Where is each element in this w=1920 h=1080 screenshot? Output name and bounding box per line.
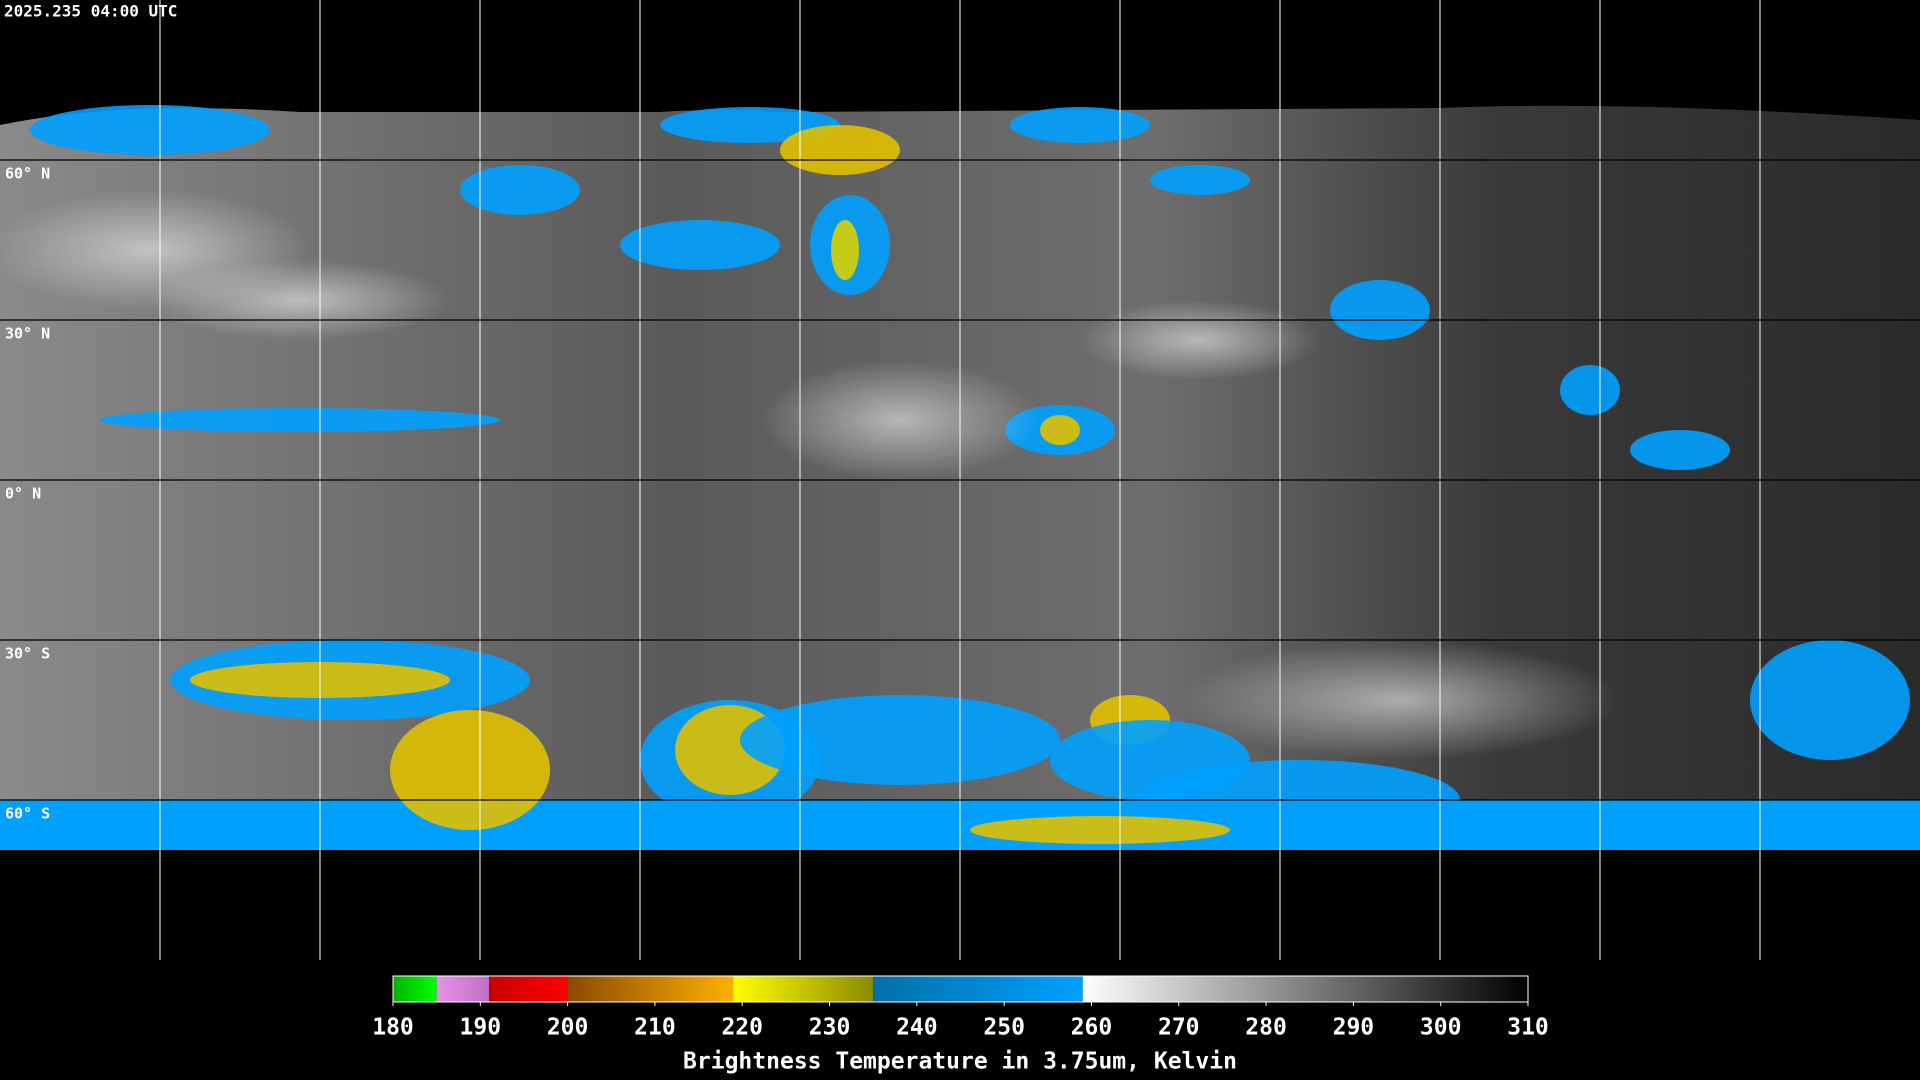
- colorbar-tick-label: 290: [1333, 1015, 1375, 1041]
- latitude-label: 30° S: [5, 645, 50, 663]
- cloud-blob: [1560, 365, 1620, 415]
- colorbar-segment: [733, 976, 874, 1002]
- colorbar-segment: [567, 976, 734, 1002]
- colorbar-segment: [489, 976, 568, 1002]
- latitude-label: 30° N: [5, 325, 50, 343]
- colorbar-segment: [436, 976, 490, 1002]
- latitude-label: 60° S: [5, 805, 50, 823]
- colorbar-tick-label: 270: [1158, 1015, 1200, 1041]
- colorbar-tick-label: 210: [634, 1015, 676, 1041]
- colorbar-tick-label: 200: [547, 1015, 589, 1041]
- cloud-blob: [780, 125, 900, 175]
- colorbar-tick-label: 190: [460, 1015, 502, 1041]
- colorbar-tick-label: 220: [721, 1015, 763, 1041]
- colorbar-tick-label: 260: [1071, 1015, 1113, 1041]
- colorbar-segment: [873, 976, 1083, 1002]
- colorbar-segment: [1082, 976, 1528, 1002]
- bright-cloud: [1080, 300, 1320, 380]
- latitude-label: 60° N: [5, 165, 50, 183]
- colorbar-label: Brightness Temperature in 3.75um, Kelvin: [683, 1049, 1237, 1075]
- bright-cloud: [760, 360, 1040, 480]
- cloud-blob: [390, 710, 550, 830]
- latitude-label: 0° N: [5, 485, 41, 503]
- cloud-blob: [831, 220, 859, 280]
- timestamp: 2025.235 04:00 UTC: [4, 2, 177, 21]
- graticule: 60° N 30° N 0° N 30° S 60° S: [5, 0, 1761, 960]
- cloud-blob: [30, 105, 270, 155]
- colorbar-segment: [393, 976, 437, 1002]
- bright-cloud: [150, 260, 450, 340]
- colorbar-tick-label: 230: [809, 1015, 851, 1041]
- colorbar-tick-label: 180: [372, 1015, 414, 1041]
- cloud-blob: [1010, 107, 1150, 143]
- colorbar: 180 190 200 210 220 230 240 250 260 270 280 290 300 3…: [372, 975, 1549, 1041]
- cloud-blob: [460, 165, 580, 215]
- cloud-blob: [100, 408, 500, 432]
- colorbar-tick-label: 310: [1507, 1015, 1549, 1041]
- colorbar-tick-label: 250: [983, 1015, 1025, 1041]
- colorbar-frame: [392, 975, 1529, 1003]
- cloud-blob: [970, 816, 1230, 844]
- cloud-blob: [1750, 640, 1910, 760]
- colorbar-tick-label: 300: [1420, 1015, 1462, 1041]
- cloud-blob: [1330, 280, 1430, 340]
- colorbar-tick-label: 240: [896, 1015, 938, 1041]
- bright-cloud: [1180, 640, 1620, 760]
- cloud-blob: [1040, 415, 1080, 445]
- cloud-blob: [1630, 430, 1730, 470]
- cloud-blob: [1150, 165, 1250, 195]
- cloud-blob: [740, 695, 1060, 785]
- cloud-blob: [620, 220, 780, 270]
- colorbar-tick-label: 280: [1245, 1015, 1287, 1041]
